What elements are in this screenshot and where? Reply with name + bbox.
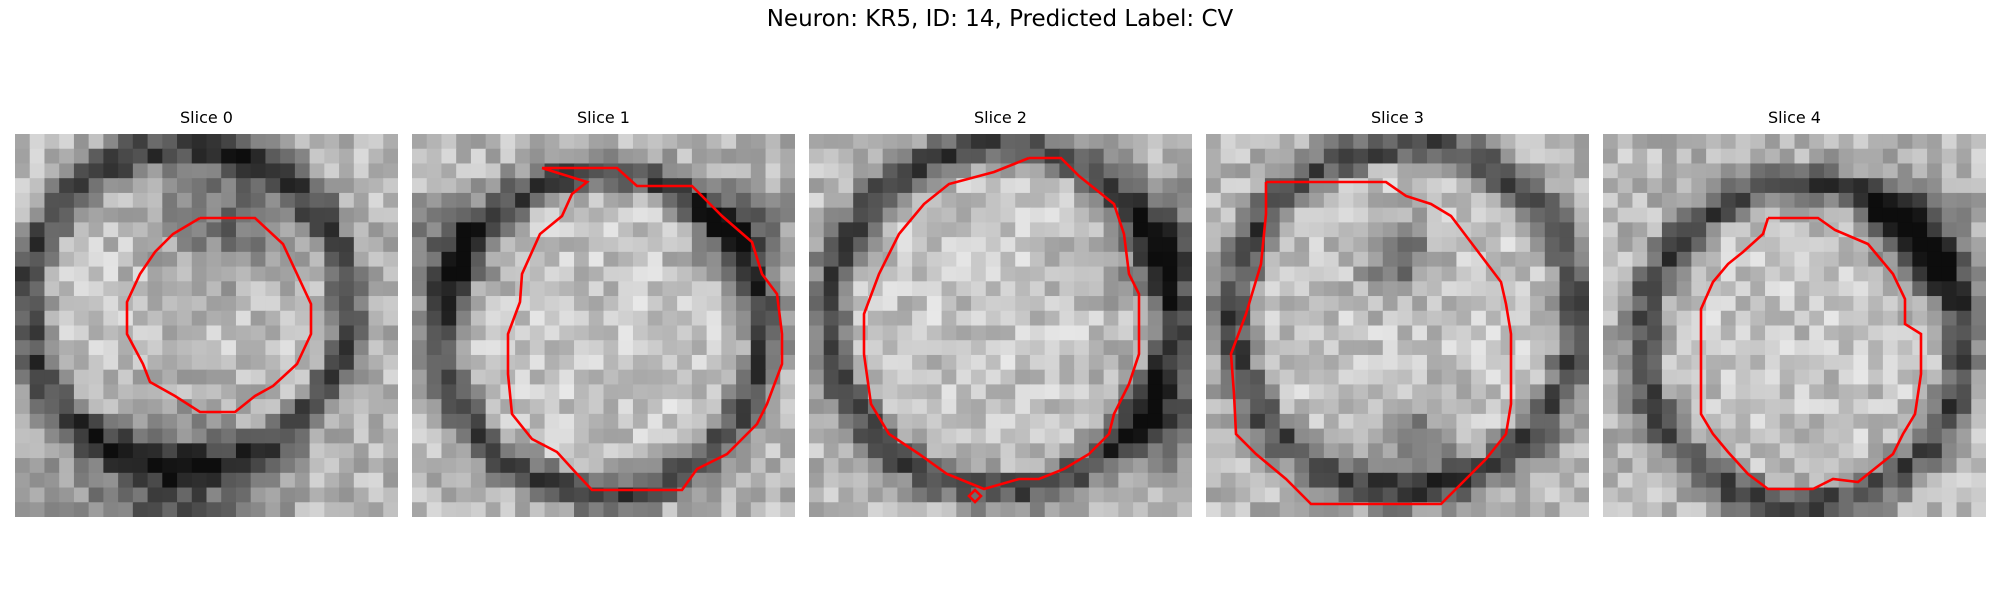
contour-2-dot (967, 488, 983, 504)
slice-title-2: Slice 2 (974, 108, 1027, 127)
slice-panel-0: Slice 0 (15, 108, 398, 518)
contour-2 (862, 156, 1141, 491)
contour-1 (506, 166, 784, 492)
slice-panel-3: Slice 3 (1206, 108, 1589, 518)
slice-image-0 (15, 134, 398, 517)
slice-panel-2: Slice 2 (809, 108, 1192, 518)
slice-title-1: Slice 1 (577, 108, 630, 127)
slice-panel-4: Slice 4 (1603, 108, 1986, 518)
slice-panel-1: Slice 1 (412, 108, 795, 518)
slice-image-3 (1206, 134, 1589, 517)
slice-image-2 (809, 134, 1192, 517)
slice-title-3: Slice 3 (1371, 108, 1424, 127)
slice-title-4: Slice 4 (1768, 108, 1821, 127)
slice-title-0: Slice 0 (180, 108, 233, 127)
contour-0 (125, 216, 313, 414)
contour-4 (1699, 216, 1923, 491)
contour-3 (1229, 180, 1513, 506)
slice-image-4 (1603, 134, 1986, 517)
slice-image-1 (412, 134, 795, 517)
figure-title: Neuron: KR5, ID: 14, Predicted Label: CV (766, 6, 1234, 32)
